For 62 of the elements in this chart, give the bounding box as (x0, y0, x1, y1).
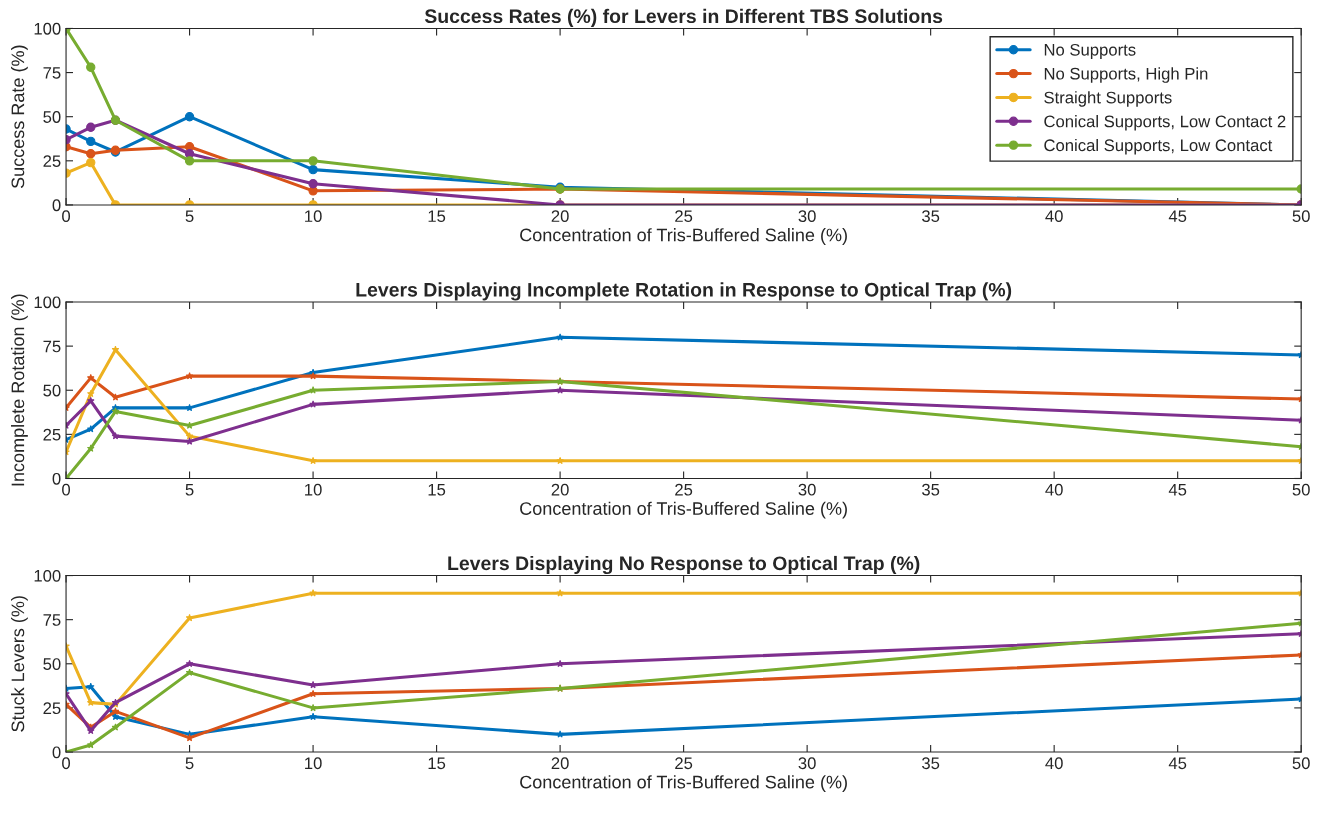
x-tick-label: 35 (922, 210, 940, 223)
y-tick-label: 75 (43, 614, 61, 626)
x-tick-label: 40 (1045, 483, 1063, 496)
x-tick-label: 30 (798, 757, 816, 770)
x-tick-label: 30 (798, 483, 816, 496)
y-tick-label: 25 (43, 155, 61, 168)
y-tick-label: 0 (52, 472, 61, 485)
x-tick-label: 25 (675, 483, 693, 496)
y-tick-label: 100 (34, 569, 61, 582)
x-tick-label: 20 (551, 757, 569, 770)
x-tick-label: 0 (62, 210, 71, 223)
x-tick-label: 5 (185, 757, 194, 770)
x-tick-label: 50 (1292, 483, 1310, 496)
y-tick-label: 50 (43, 384, 61, 397)
y-tick-label: 0 (52, 199, 61, 212)
x-tick-label: 45 (1168, 210, 1187, 223)
x-tick-label: 45 (1168, 757, 1187, 770)
x-tick-label: 0 (62, 483, 71, 496)
x-tick-label: 40 (1045, 210, 1063, 223)
x-tick-label: 20 (551, 483, 569, 496)
y-axis-title: Incomplete Rotation (%) (11, 294, 28, 486)
x-tick-label: 45 (1168, 483, 1187, 496)
y-tick-label: 25 (43, 428, 61, 441)
x-axis-title: Concentration of Tris-Buffered Saline (%) (520, 228, 847, 245)
chart-title: Success Rates (%) for Levers in Different TBS Solutions (424, 8, 943, 27)
x-tick-label: 35 (922, 757, 940, 770)
x-tick-label: 25 (675, 210, 693, 223)
x-axis-title: Concentration of Tris-Buffered Saline (%) (520, 501, 847, 519)
y-axis-title: Stuck Levers (%) (11, 596, 28, 732)
x-tick-label: 10 (305, 757, 322, 770)
x-tick-label: 15 (428, 757, 446, 770)
x-tick-label: 40 (1045, 757, 1063, 770)
x-tick-label: 30 (798, 210, 816, 223)
y-tick-label: 50 (43, 658, 61, 670)
y-axis-title: Success Rate (%) (11, 45, 28, 189)
x-axis-title: Concentration of Tris-Buffered Saline (%) (520, 775, 847, 793)
x-tick-label: 50 (1292, 210, 1310, 223)
y-tick-label: 50 (43, 111, 61, 123)
legend-label: Straight Supports (1044, 91, 1172, 107)
legend-label: Conical Supports, Low Contact (1044, 138, 1273, 155)
x-tick-label: 25 (675, 757, 693, 770)
legend-label: Conical Supports, Low Contact 2 (1044, 115, 1286, 131)
x-tick-label: 5 (185, 483, 194, 496)
y-tick-label: 25 (43, 702, 61, 715)
y-tick-label: 100 (34, 22, 61, 35)
x-tick-label: 5 (185, 210, 194, 223)
y-tick-label: 75 (43, 67, 61, 79)
y-tick-label: 75 (43, 340, 61, 353)
x-tick-label: 50 (1292, 757, 1310, 770)
x-tick-label: 20 (551, 210, 569, 223)
x-tick-label: 15 (428, 210, 446, 223)
chart-title: Levers Displaying Incomplete Rotation in Response to Optical Trap (%) (356, 282, 1012, 301)
chart-title: Levers Displaying No Response to Optical Trap (%) (448, 555, 920, 575)
x-tick-label: 15 (428, 483, 446, 496)
x-tick-label: 35 (922, 483, 940, 496)
y-tick-label: 100 (34, 296, 61, 309)
legend-label: No Supports (1044, 43, 1136, 59)
legend-label: No Supports, High Pin (1044, 67, 1208, 83)
y-tick-label: 0 (52, 746, 61, 759)
x-tick-label: 0 (62, 757, 71, 770)
x-tick-label: 10 (305, 210, 322, 223)
x-tick-label: 10 (305, 483, 322, 496)
